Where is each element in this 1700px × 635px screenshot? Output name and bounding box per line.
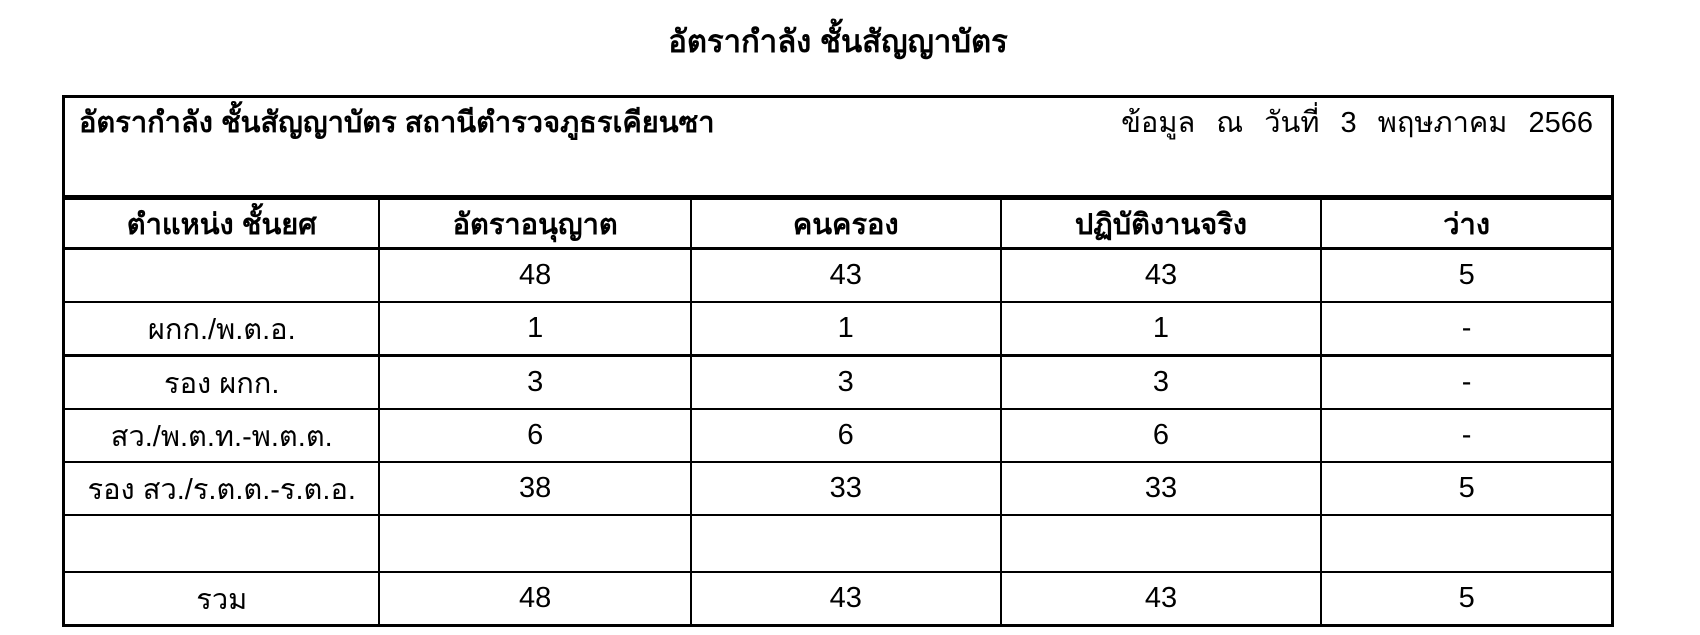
value-cell: 43 [999,247,1323,303]
value-cell: - [1320,354,1614,410]
value-cell: 5 [1320,461,1614,516]
value-cell: 3 [689,354,1002,410]
page-title: อัตรากำลัง ชั้นสัญญาบัตร [668,24,1008,59]
value-cell: - [1320,301,1614,357]
table-row-superintendent: ผกก./พ.ต.อ. 1 1 1 - [62,301,1614,357]
value-cell [999,514,1323,573]
value-cell: - [1320,408,1614,463]
table-row-overall: 48 43 43 5 [62,247,1614,303]
value-cell [689,514,1002,573]
value-cell: 1 [378,301,692,357]
value-cell: 1 [689,301,1002,357]
row-label-cell: ผกก./พ.ต.อ. [62,301,381,357]
value-cell: 33 [999,461,1323,516]
value-cell: 43 [689,571,1002,627]
row-label-cell: รอง สว./ร.ต.ต.-ร.ต.อ. [62,461,381,516]
value-cell: 33 [689,461,1002,516]
value-cell: 48 [378,247,692,303]
personnel-table: ตำแหน่ง ชั้นยศ อัตราอนุญาต คนครอง ปฏิบัต… [62,198,1614,627]
column-header-occupied: คนครอง [689,198,1002,250]
table-row-blank [62,514,1614,573]
value-cell: 6 [999,408,1323,463]
row-label-cell: สว./พ.ต.ท.-พ.ต.ต. [62,408,381,463]
value-cell: 43 [999,571,1323,627]
value-cell [1320,514,1614,573]
column-header-vacant: ว่าง [1320,198,1614,250]
value-cell: 1 [999,301,1323,357]
row-label-cell [62,514,381,573]
column-header-authorized: อัตราอนุญาต [378,198,692,250]
table-row-total: รวม 48 43 43 5 [62,571,1614,627]
table-header-row: ตำแหน่ง ชั้นยศ อัตราอนุญาต คนครอง ปฏิบัต… [62,198,1614,250]
table-row-inspector: สว./พ.ต.ท.-พ.ต.ต. 6 6 6 - [62,408,1614,463]
value-cell: 6 [378,408,692,463]
table-row-deputy-inspector: รอง สว./ร.ต.ต.-ร.ต.อ. 38 33 33 5 [62,461,1614,516]
total-row-label-cell: รวม [62,571,381,627]
info-box-date: ข้อมูล ณ วันที่ 3 พฤษภาคม 2566 [1121,107,1593,139]
table-row-deputy-superintendent: รอง ผกก. 3 3 3 - [62,354,1614,410]
info-box-title: อัตรากำลัง ชั้นสัญญาบัตร สถานีตำรวจภูธรเ… [79,107,715,139]
value-cell: 43 [689,247,1002,303]
value-cell: 38 [378,461,692,516]
column-header-position: ตำแหน่ง ชั้นยศ [62,198,381,250]
row-label-cell [62,247,381,303]
value-cell: 5 [1320,571,1614,627]
value-cell [378,514,692,573]
value-cell: 48 [378,571,692,627]
value-cell: 6 [689,408,1002,463]
value-cell: 5 [1320,247,1614,303]
value-cell: 3 [999,354,1323,410]
column-header-actual-duty: ปฏิบัติงานจริง [999,198,1323,250]
row-label-cell: รอง ผกก. [62,354,381,410]
value-cell: 3 [378,354,692,410]
document-body: อัตรากำลัง ชั้นสัญญาบัตร สถานีตำรวจภูธรเ… [62,95,1614,627]
info-box: อัตรากำลัง ชั้นสัญญาบัตร สถานีตำรวจภูธรเ… [62,95,1614,198]
